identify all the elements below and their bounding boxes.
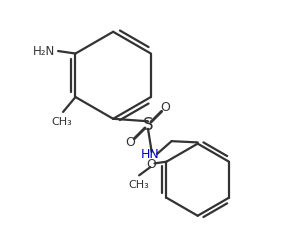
Text: CH₃: CH₃: [129, 180, 150, 190]
Text: O: O: [126, 136, 136, 149]
Text: S: S: [143, 116, 153, 134]
Text: CH₃: CH₃: [51, 118, 72, 128]
Text: O: O: [147, 158, 156, 171]
Text: HN: HN: [140, 148, 159, 161]
Text: O: O: [160, 101, 170, 114]
Text: H₂N: H₂N: [33, 44, 55, 58]
